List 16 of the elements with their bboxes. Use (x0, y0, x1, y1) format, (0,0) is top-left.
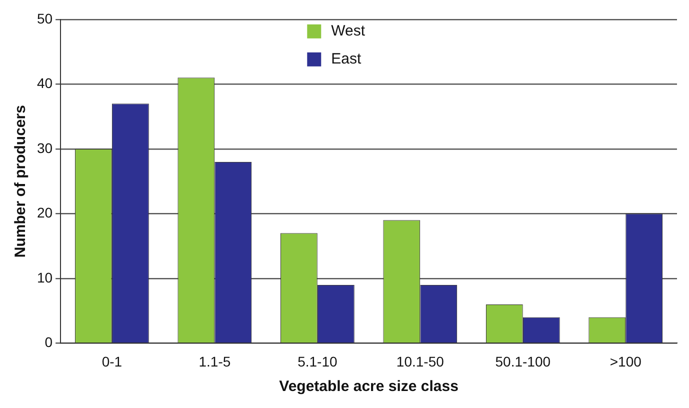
y-tick-label: 20 (36, 204, 53, 221)
y-tick-label: 50 (36, 10, 53, 26)
y-tick-label: 30 (36, 140, 53, 156)
x-tick-label: >100 (610, 353, 642, 370)
x-tick-label: 10.1-50 (396, 353, 444, 370)
legend-label: East (331, 50, 362, 68)
legend-label: West (331, 22, 366, 40)
y-tick-label: 40 (36, 75, 53, 92)
x-tick-label: 50.1-100 (495, 353, 551, 370)
y-tick-label: 10 (36, 269, 53, 286)
x-axis-title: Vegetable acre size class (279, 378, 458, 396)
x-tick-label: 1.1-5 (198, 353, 231, 370)
y-axis-title: Number of producers (12, 105, 30, 258)
y-tick-label: 0 (44, 334, 53, 350)
x-tick-label: 5.1-10 (298, 353, 338, 370)
x-tick-label: 0-1 (102, 353, 122, 370)
